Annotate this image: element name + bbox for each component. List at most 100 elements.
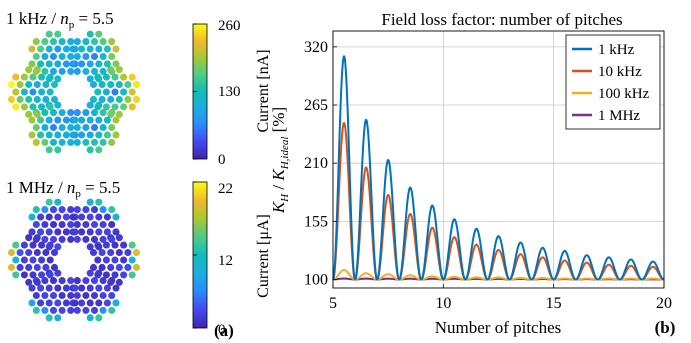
strand-dot [29,103,37,111]
strand-dot [54,116,62,124]
strand-dot [45,299,53,307]
strand-dot [62,131,70,139]
strand-dot [28,228,36,236]
strand-dot [78,213,86,221]
strand-dot [112,131,120,139]
strand-dot [103,116,111,124]
strand-dot [95,269,103,277]
strand-dot [42,249,50,257]
strand-dot [33,249,41,257]
strand-dot [82,138,90,146]
strand-dot [25,110,33,118]
strand-dot [16,95,24,103]
strand-dot [95,213,103,221]
plot-area-frame [332,30,665,289]
strand-dot [69,45,77,53]
strand-dot [86,198,94,206]
strand-dot [90,138,99,146]
strand-dot [28,60,36,68]
strand-dot [115,95,123,103]
panel-label-a: (a) [214,321,234,340]
strand-dot [69,213,77,221]
strand-dot [32,52,40,61]
strand-dot [49,52,58,61]
strand-dot [12,256,20,264]
strand-dot [49,220,58,229]
map1-colorbar-ticks [193,23,197,160]
strand-dot [103,45,111,53]
strand-dot [94,256,102,264]
strand-dot [73,291,81,300]
strand-dot [41,52,49,61]
strand-dot [95,314,103,322]
strand-dot [41,277,49,285]
strand-dot [67,235,75,243]
strand-dot [86,116,94,124]
strand-dot [103,299,111,307]
strand-dot [50,95,59,103]
strand-dot [120,103,128,111]
strand-dot [89,249,98,257]
strand-dot [108,220,116,229]
strand-dot [86,45,94,53]
y-axis-label: KH / KH,ideal [%] [269,107,291,214]
strand-dot [29,241,37,249]
strand-dot [95,299,103,307]
strand-dot [103,60,111,68]
strand-dot [29,256,37,264]
strand-dot [45,198,53,206]
map2-tick-top: 22 [218,181,233,197]
strand-dot [62,116,70,124]
strand-dot [20,73,28,81]
strand-dot [82,123,90,132]
strand-dot [46,256,54,264]
map2-title: 1 MHz / np = 5.5 [6,178,120,200]
legend-entry: 1 kHz [598,42,635,58]
strand-dot [95,146,103,154]
strand-dot [46,271,54,279]
strand-dot [99,52,107,61]
y-label-k2: K [269,168,288,182]
strand-dot [108,38,116,46]
strand-dot [20,271,28,279]
strand-dot [89,263,98,272]
strand-dot [25,263,33,272]
y-label-k: K [269,200,288,214]
strand-dot [132,81,141,89]
y-tick-label: 155 [304,213,328,230]
strand-dot [20,241,28,249]
strand-dot [54,269,62,277]
strand-dot [50,249,59,257]
strand-dot [62,228,70,236]
strand-dot [82,38,90,46]
strand-dot [73,277,81,285]
map1-tick-bottom: 0 [218,152,226,168]
strand-dot [38,88,46,96]
strand-dot [25,249,33,257]
map1-title-sub: p [69,19,75,31]
strand-dot [78,284,86,292]
strand-dot [28,284,36,292]
strand-dot [38,241,46,249]
strand-dot [124,95,132,103]
strand-dot [41,38,49,46]
strand-dot [20,103,28,111]
strand-dot [7,263,16,272]
strand-dot [25,234,33,242]
strand-dot [132,249,141,257]
map1-title-var: n [60,9,69,28]
strand-dot [45,228,53,236]
strand-dot [98,249,106,257]
strand-dot [115,110,123,118]
strand-dot [62,284,70,292]
legend-entry: 1 MHz [598,108,640,124]
strand-dot [45,213,53,221]
strand-dot [124,249,132,257]
strand-dot [58,109,66,117]
map1-tick-top: 260 [218,18,241,34]
map2-colorbar-label: Current [μA] [255,214,272,298]
strand-dot [78,45,86,53]
strand-dot [37,213,45,221]
y-tick-label: 210 [304,155,328,172]
